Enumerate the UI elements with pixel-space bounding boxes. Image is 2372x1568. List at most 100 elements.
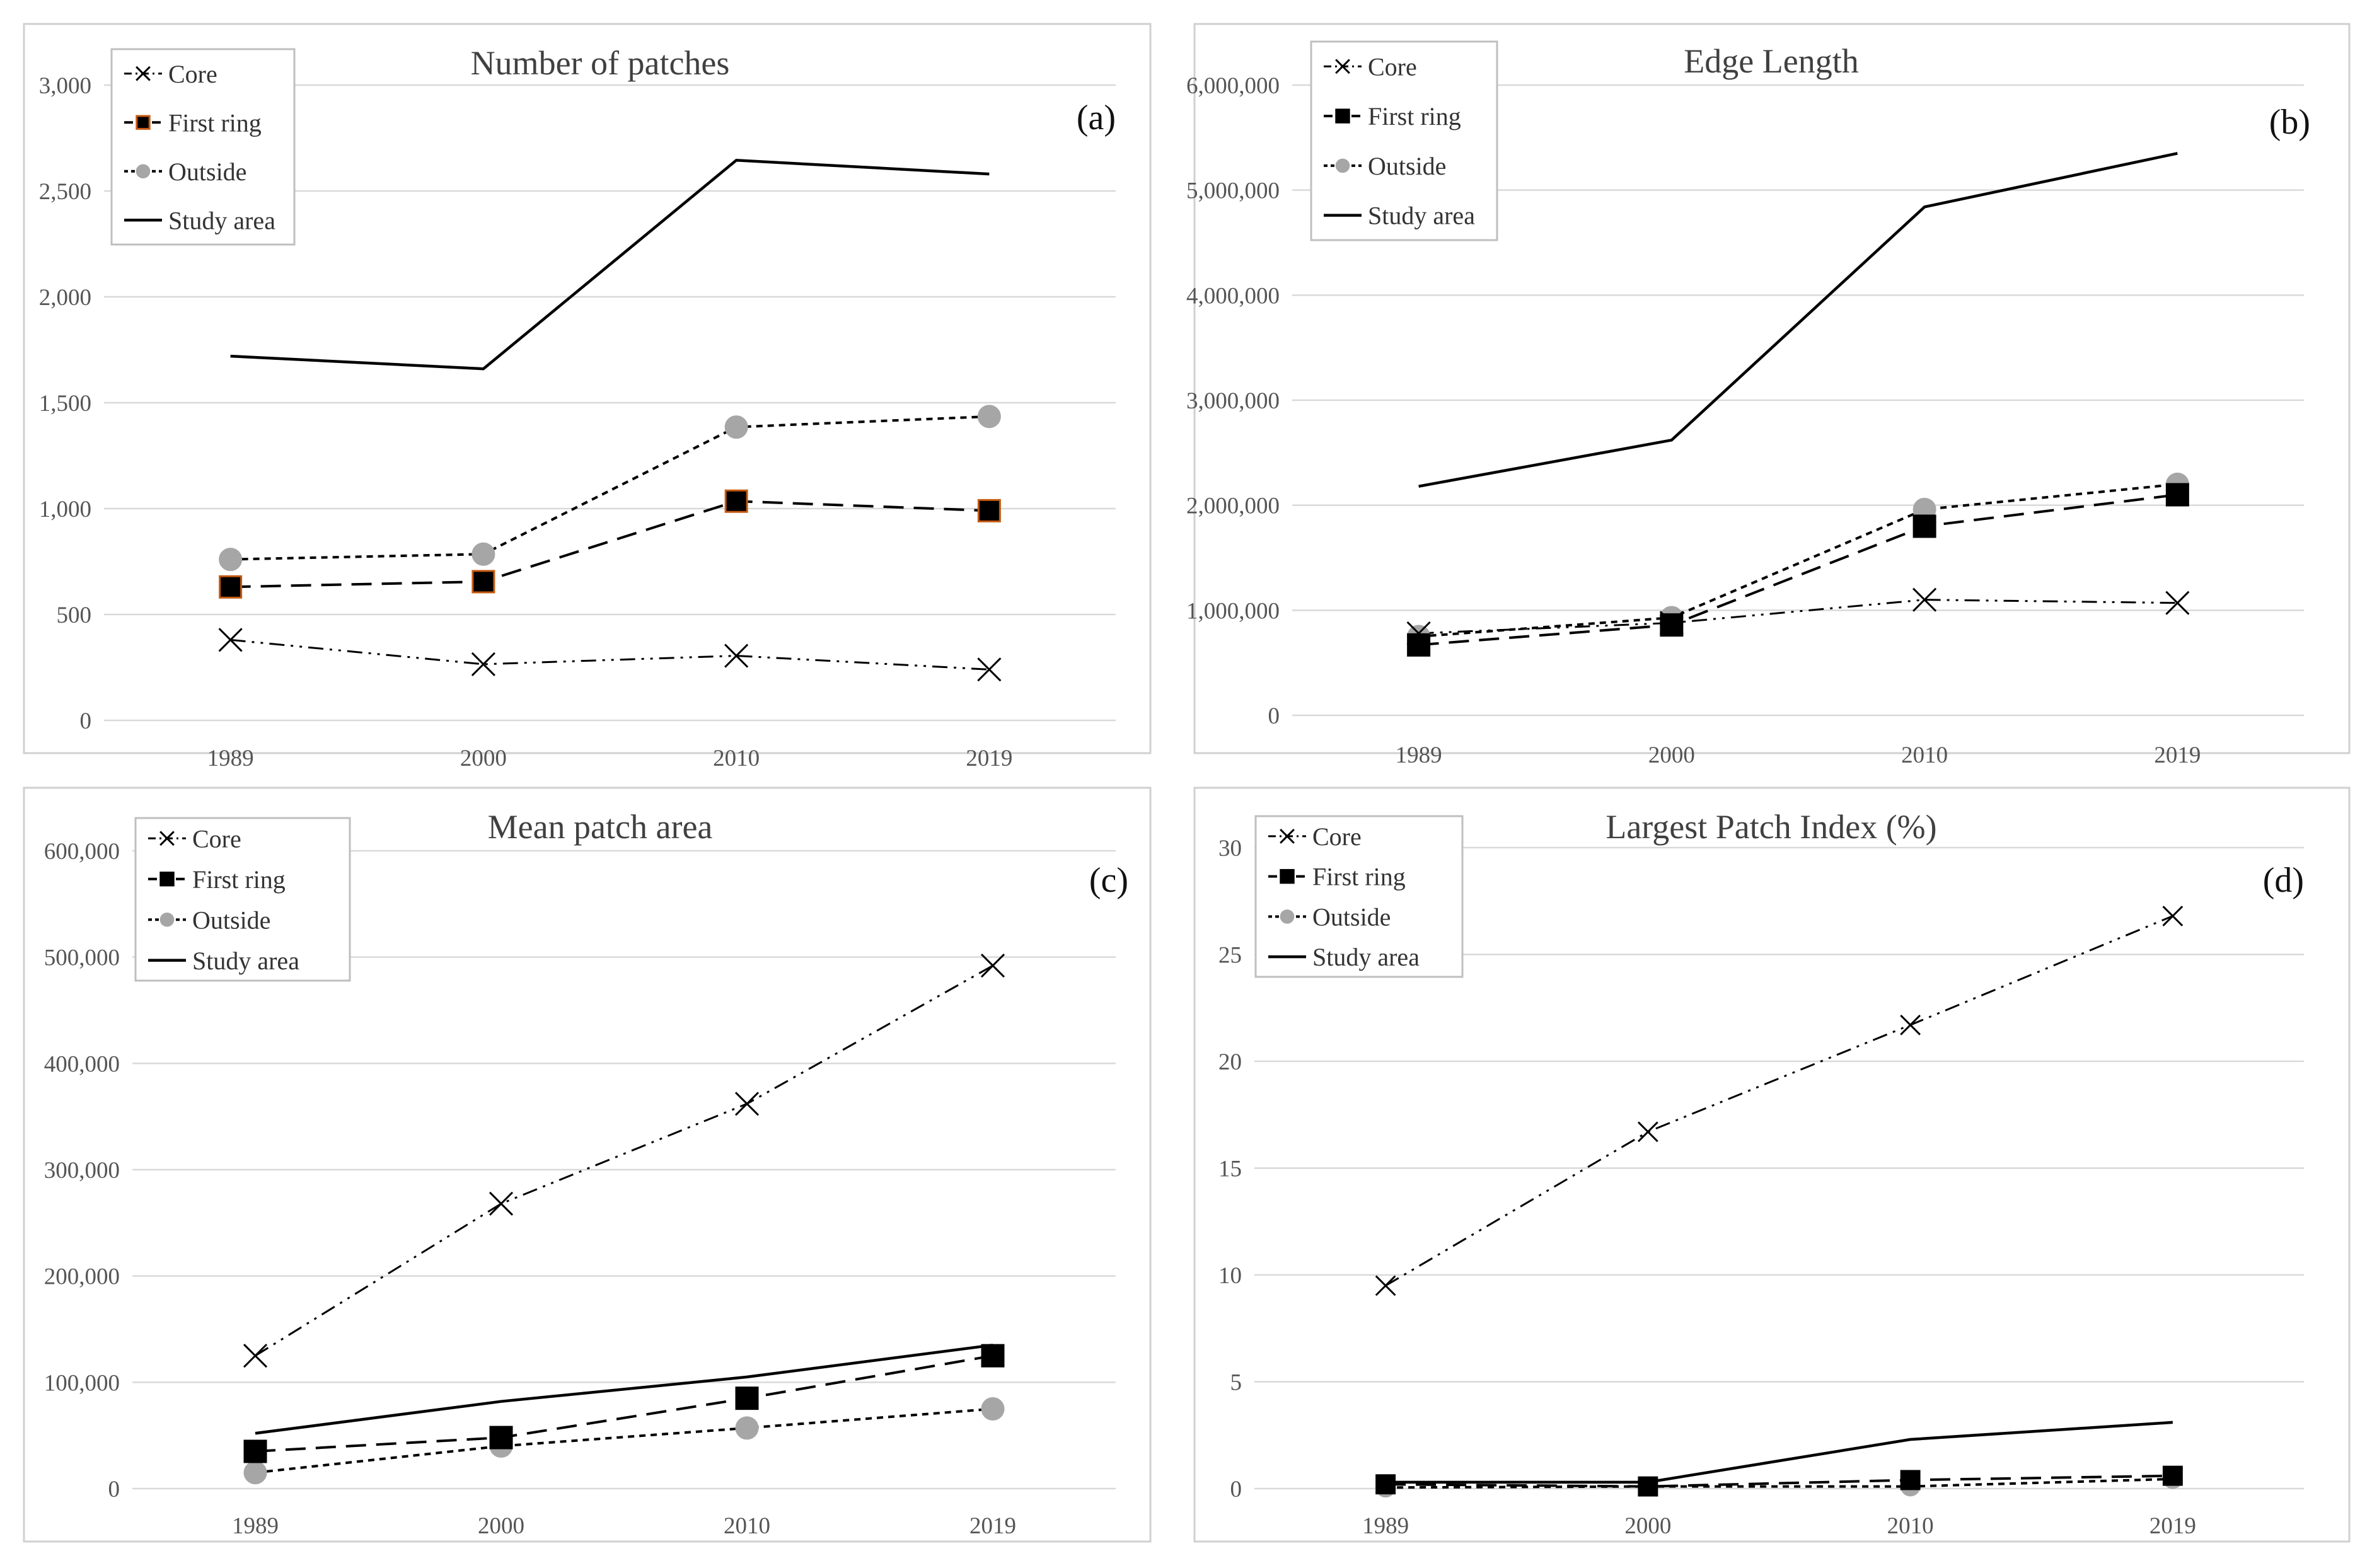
legend-marker bbox=[136, 164, 151, 179]
chart-title: Largest Patch Index (%) bbox=[1605, 808, 1936, 846]
data-point-first-ring bbox=[2165, 483, 2189, 507]
series-line-first-ring bbox=[1386, 1474, 2173, 1488]
data-point-core bbox=[1912, 587, 1937, 612]
y-tick-label: 30 bbox=[1218, 836, 1242, 862]
legend-marker bbox=[1335, 108, 1350, 124]
data-point-core bbox=[2165, 591, 2190, 615]
x-tick-label: 2019 bbox=[966, 746, 1012, 771]
x-tick-label: 2010 bbox=[713, 746, 760, 771]
y-tick-label: 5 bbox=[1230, 1370, 1242, 1396]
series-line-core bbox=[1418, 599, 2178, 635]
data-point-core bbox=[1638, 1121, 1658, 1143]
y-tick-label: 200,000 bbox=[44, 1264, 120, 1290]
legend: Core First ring Outside Study area bbox=[1310, 40, 1498, 241]
y-tick-label: 6,000,000 bbox=[1186, 73, 1280, 99]
x-tick-label: 2000 bbox=[1648, 742, 1695, 768]
x-tick-label: 2000 bbox=[478, 1513, 524, 1539]
legend-box bbox=[1254, 815, 1464, 978]
data-point-first-ring bbox=[981, 1344, 1005, 1368]
chart-frame bbox=[1193, 23, 2351, 754]
legend-label: Outside bbox=[1312, 902, 1391, 931]
legend-marker bbox=[1335, 59, 1350, 74]
y-tick-label: 300,000 bbox=[44, 1158, 120, 1184]
legend-box bbox=[134, 817, 351, 982]
data-point-core bbox=[489, 1191, 514, 1216]
series-line-first-ring bbox=[1418, 493, 2178, 647]
data-point-core bbox=[471, 652, 495, 677]
x-tick-label: 2019 bbox=[2154, 742, 2201, 768]
legend-marker bbox=[159, 912, 175, 927]
x-tick-label: 1989 bbox=[1396, 742, 1442, 768]
series-line-outside bbox=[1418, 483, 2178, 638]
y-tick-label: 5,000,000 bbox=[1186, 178, 1280, 204]
legend-label: Core bbox=[1312, 822, 1362, 851]
legend-label: First ring bbox=[1312, 863, 1406, 891]
y-tick-label: 10 bbox=[1218, 1263, 1242, 1289]
chart-panel-b: 0 1,000,000 2,000,000 3,000,000 4,000,000 5,0… bbox=[1186, 23, 2351, 768]
legend: Core First ring Outside Study area bbox=[110, 48, 296, 246]
data-point-first-ring bbox=[2162, 1465, 2183, 1486]
legend-label: First ring bbox=[168, 108, 262, 137]
series-line-first-ring bbox=[255, 1354, 993, 1453]
legend-label: Outside bbox=[168, 158, 246, 186]
data-point-core bbox=[734, 1092, 760, 1116]
legend-box bbox=[1310, 40, 1498, 241]
x-tick-label: 1989 bbox=[207, 746, 254, 771]
legend-label: Study area bbox=[1368, 202, 1475, 230]
legend-marker bbox=[136, 66, 151, 81]
legend-label: First ring bbox=[192, 865, 286, 894]
x-tick-label: 2010 bbox=[1901, 742, 1948, 768]
legend-label: Study area bbox=[168, 206, 275, 234]
y-tick-label: 0 bbox=[1268, 703, 1280, 729]
legend-label: Core bbox=[192, 824, 241, 853]
data-point-outside bbox=[977, 405, 1001, 429]
data-point-core bbox=[218, 628, 243, 652]
data-point-core bbox=[2162, 906, 2184, 926]
legend-box bbox=[110, 48, 296, 246]
series-line-first-ring bbox=[230, 500, 990, 589]
data-point-first-ring bbox=[1912, 514, 1936, 538]
legend: Core First ring Outside Study area bbox=[134, 817, 351, 982]
data-point-outside bbox=[219, 548, 243, 572]
data-point-core bbox=[1375, 1275, 1396, 1296]
panel-label: (b) bbox=[2269, 103, 2310, 142]
y-tick-label: 500,000 bbox=[44, 945, 120, 971]
legend-label: Core bbox=[1368, 52, 1417, 81]
x-tick-label: 2000 bbox=[460, 746, 507, 771]
series-line-core bbox=[255, 964, 993, 1357]
data-point-first-ring bbox=[1375, 1474, 1396, 1495]
series-line-outside bbox=[230, 415, 990, 561]
chart-panel-a: 0 500 1,000 1,500 2,000 2,500 3,000 1989 2000 201… bbox=[23, 23, 1152, 771]
y-tick-label: 4,000,000 bbox=[1186, 283, 1280, 309]
data-point-core bbox=[724, 643, 749, 668]
y-tick-label: 3,000,000 bbox=[1186, 388, 1280, 414]
data-point-core bbox=[977, 657, 1002, 682]
legend-marker bbox=[136, 115, 151, 130]
x-tick-label: 2019 bbox=[2149, 1513, 2196, 1539]
series-line-study-area bbox=[230, 158, 990, 371]
legend-marker bbox=[159, 831, 175, 846]
y-tick-label: 1,500 bbox=[39, 391, 91, 417]
y-tick-label: 2,500 bbox=[39, 179, 91, 205]
chart-panel-c: 0 100,000 200,000 300,000 400,000 500,000 600,… bbox=[23, 787, 1152, 1543]
y-tick-label: 20 bbox=[1218, 1049, 1242, 1075]
legend-label: First ring bbox=[1368, 102, 1461, 130]
series-line-study-area bbox=[1386, 1421, 2173, 1484]
y-tick-label: 2,000,000 bbox=[1186, 493, 1280, 519]
y-tick-label: 0 bbox=[1230, 1477, 1242, 1502]
series-line-outside bbox=[255, 1407, 993, 1474]
data-point-outside bbox=[981, 1397, 1005, 1421]
data-point-first-ring bbox=[243, 1439, 267, 1463]
data-point-first-ring bbox=[1407, 633, 1431, 657]
data-point-outside bbox=[724, 415, 748, 439]
legend-marker bbox=[1280, 868, 1295, 884]
y-tick-label: 0 bbox=[80, 708, 92, 734]
data-point-core bbox=[1659, 611, 1684, 635]
legend: Core First ring Outside Study area bbox=[1254, 815, 1464, 978]
chart-frame bbox=[1193, 787, 2351, 1543]
y-tick-label: 500 bbox=[57, 602, 92, 628]
chart-panel-d: 0 5 10 15 20 25 30 1989 2000 2010 2019 Largest Patc… bbox=[1193, 787, 2351, 1543]
y-tick-label: 3,000 bbox=[39, 73, 91, 99]
y-tick-label: 100,000 bbox=[44, 1370, 120, 1396]
chart-title: Edge Length bbox=[1684, 42, 1858, 80]
